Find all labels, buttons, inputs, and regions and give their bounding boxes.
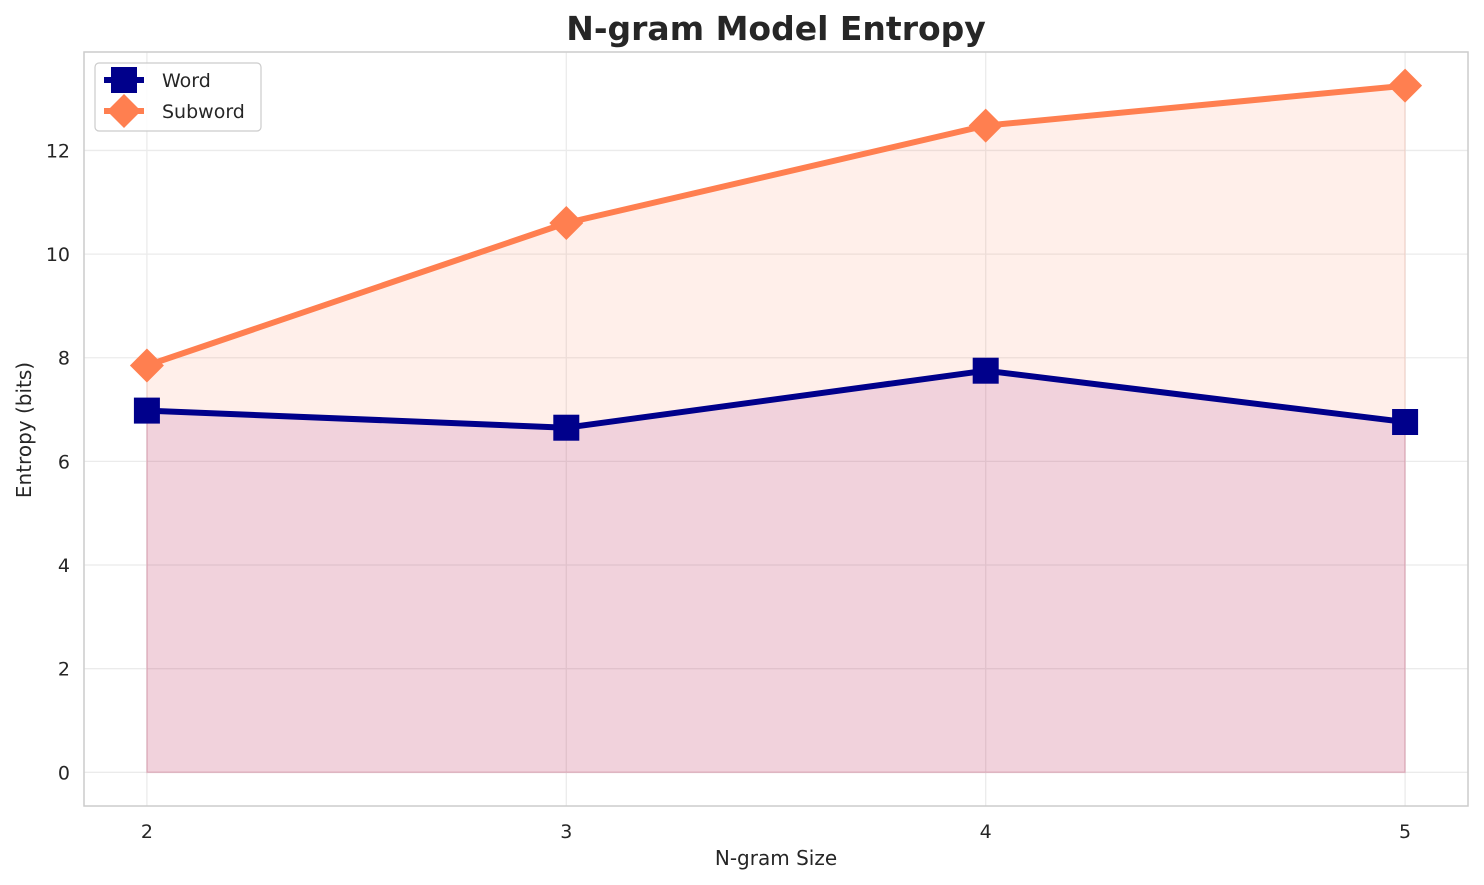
word-point [972, 357, 999, 384]
word-point [1392, 409, 1419, 436]
x-tick-label: 2 [141, 821, 153, 843]
y-tick-label: 8 [58, 348, 70, 370]
series-markers [129, 68, 1423, 441]
x-tick-label: 4 [980, 821, 992, 843]
subword-point [129, 348, 164, 383]
y-tick-label: 6 [58, 451, 70, 473]
series-line-word [143, 367, 1409, 431]
word-point [553, 414, 580, 441]
legend-marker-subword [107, 94, 141, 128]
legend: Word Subword [94, 62, 262, 132]
plot-frame [83, 51, 1469, 807]
legend-label-subword: Subword [162, 101, 245, 123]
word-point [133, 397, 160, 424]
y-tick-label: 12 [46, 140, 70, 162]
series-fills [146, 84, 1406, 774]
x-axis-label: N-gram Size [715, 846, 837, 870]
series-line-subword [143, 82, 1409, 369]
plot-background [84, 52, 1468, 806]
legend-label-word: Word [162, 70, 211, 92]
y-tick-label: 2 [58, 659, 70, 681]
subword-point [1388, 68, 1423, 103]
x-tick-label: 5 [1399, 821, 1411, 843]
chart-title: N-gram Model Entropy [566, 9, 986, 48]
x-tick-label: 3 [560, 821, 572, 843]
y-axis-label: Entropy (bits) [12, 362, 36, 498]
y-tick-labels: 0 2 4 6 8 10 12 [46, 140, 70, 784]
y-tick-label: 4 [58, 555, 70, 577]
legend-marker-word [111, 67, 137, 93]
y-tick-label: 0 [58, 762, 70, 784]
subword-point [549, 206, 584, 241]
series-lines [143, 82, 1409, 431]
y-tick-label: 10 [46, 244, 70, 266]
x-tick-labels: 2 3 4 5 [141, 821, 1411, 843]
subword-point [968, 108, 1003, 143]
